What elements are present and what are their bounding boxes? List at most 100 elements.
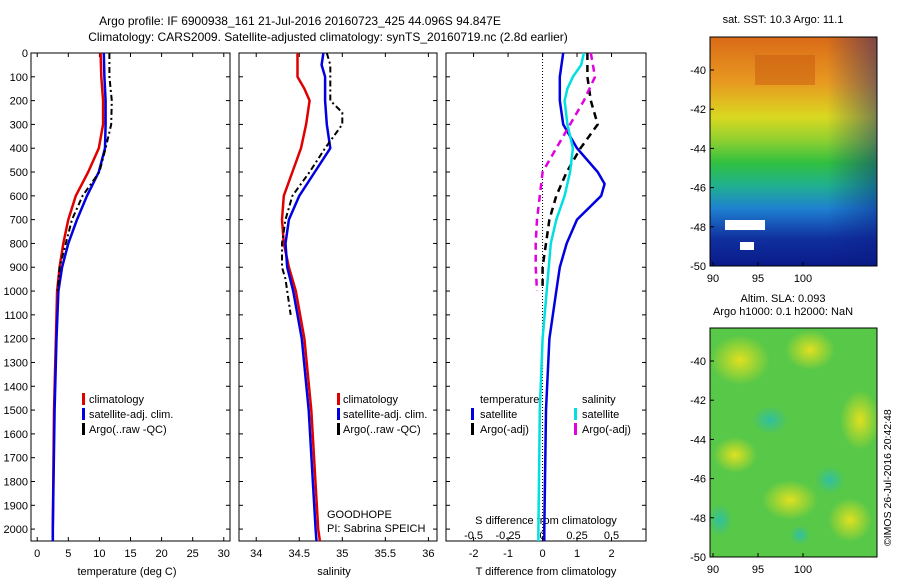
depth-tick-label: 1300 <box>4 357 28 369</box>
depth-tick-label: 1000 <box>4 286 28 298</box>
diff-legend: temperature salinity satellite Argo(-adj… <box>471 394 631 436</box>
depth-tick-label: 800 <box>10 238 28 250</box>
series-line-salinity-satellite <box>537 52 586 541</box>
depth-tick-label: 400 <box>10 143 28 155</box>
legend-swatch-climatology <box>337 393 340 405</box>
lat-tick-label: -40 <box>690 356 706 368</box>
x2-tick-label: -0.5 <box>464 530 483 542</box>
lat-tick-label: -48 <box>690 222 706 234</box>
x-tick-label: 0 <box>539 548 545 560</box>
x-tick-label: 0 <box>34 548 40 560</box>
figure-title-line1: Argo profile: IF 6900938_161 21-Jul-2016… <box>99 14 501 28</box>
lat-tick-label: -44 <box>690 143 706 155</box>
x2-tick-label: -0.25 <box>496 530 521 542</box>
series-line-salinity-argo-adj- <box>534 52 597 292</box>
legend-satellite-clim: satellite-adj. clim. <box>89 409 173 421</box>
depth-tick-label: 1700 <box>4 453 28 465</box>
sst-map <box>709 36 878 267</box>
x-tick-label: 5 <box>65 548 71 560</box>
lon-tick-label: 100 <box>794 564 812 576</box>
plot-frame <box>445 52 647 542</box>
depth-tick-label: 1800 <box>4 476 28 488</box>
depth-tick-label: 1500 <box>4 405 28 417</box>
legend-t-argo: Argo(-adj) <box>480 424 529 436</box>
legend-swatch-t-argo <box>471 423 474 435</box>
tdiff-xlabel: T difference from climatology <box>476 566 617 578</box>
lon-tick-label: 100 <box>794 273 812 285</box>
depth-tick-label: 100 <box>10 72 28 84</box>
temp-xlabel: temperature (deg C) <box>77 566 176 578</box>
sst-title: sat. SST: 10.3 Argo: 11.1 <box>723 14 844 26</box>
lat-tick-label: -46 <box>690 474 706 486</box>
x-tick-label: 1 <box>574 548 580 560</box>
depth-tick-label: 1600 <box>4 429 28 441</box>
legend-swatch-argo <box>337 423 340 435</box>
x-tick-label: -1 <box>503 548 513 560</box>
series-line-satellite-adj-clim- <box>51 52 107 541</box>
x-tick-label: 2 <box>608 548 614 560</box>
lon-tick-label: 90 <box>707 273 719 285</box>
depth-tick-label: 900 <box>10 262 28 274</box>
depth-tick-label: 300 <box>10 119 28 131</box>
sal-xlabel: salinity <box>317 566 351 578</box>
series-line-argo-raw-qc- <box>281 52 344 316</box>
depth-tick-label: 600 <box>10 191 28 203</box>
sal-legend: climatology satellite-adj. clim. Argo(..… <box>337 393 427 436</box>
legend-satellite-clim: satellite-adj. clim. <box>343 409 427 421</box>
x-tick-label: 20 <box>155 548 167 560</box>
sla-map <box>708 327 880 558</box>
x-tick-label: 35 <box>336 548 348 560</box>
lat-tick-label: -46 <box>690 183 706 195</box>
lat-tick-label: -40 <box>690 65 706 77</box>
x-tick-label: 35.5 <box>375 548 396 560</box>
legend-swatch-s-argo <box>574 423 577 435</box>
legend-s-satellite: satellite <box>582 409 619 421</box>
series-line-satellite-adj-clim- <box>284 52 332 542</box>
legend-argo: Argo(..raw -QC) <box>89 424 167 436</box>
legend-temperature-header: temperature <box>480 394 539 406</box>
x-tick-label: 10 <box>93 548 105 560</box>
x-tick-label: 30 <box>218 548 230 560</box>
depth-tick-label: 1100 <box>4 310 28 322</box>
legend-swatch-satellite <box>337 408 340 420</box>
legend-argo: Argo(..raw -QC) <box>343 424 421 436</box>
x-tick-label: 36 <box>422 548 434 560</box>
x-tick-label: 15 <box>124 548 136 560</box>
lon-tick-label: 95 <box>752 273 764 285</box>
lat-tick-label: -50 <box>690 552 706 564</box>
credit-label: ©IMOS 26-Jul-2016 20:42:48 <box>882 409 894 546</box>
lat-tick-label: -42 <box>690 395 706 407</box>
lat-tick-label: -42 <box>690 104 706 116</box>
depth-tick-label: 1200 <box>4 334 28 346</box>
legend-climatology: climatology <box>89 394 145 406</box>
x2-tick-label: 0.25 <box>566 530 587 542</box>
depth-tick-label: 500 <box>10 167 28 179</box>
legend-salinity-header: salinity <box>582 394 616 406</box>
x-tick-label: 34.5 <box>289 548 310 560</box>
legend-swatch-s-satellite <box>574 408 577 420</box>
sla-title-line2: Argo h1000: 0.1 h2000: NaN <box>713 306 853 318</box>
plot-frame <box>238 52 438 542</box>
x-tick-label: -2 <box>469 548 479 560</box>
legend-swatch-satellite <box>82 408 85 420</box>
project-label: GOODHOPE <box>327 509 392 521</box>
plot-frame <box>30 52 231 542</box>
lon-tick-label: 90 <box>707 564 719 576</box>
lon-tick-label: 95 <box>752 564 764 576</box>
pi-label: PI: Sabrina SPEICH <box>327 523 425 535</box>
series-line-climatology <box>280 53 322 542</box>
lat-tick-label: -50 <box>690 261 706 273</box>
sla-title-line1: Altim. SLA: 0.093 <box>741 293 826 305</box>
x-tick-label: 34 <box>250 548 262 560</box>
series-line-temperature-argo-adj- <box>541 53 599 291</box>
legend-swatch-climatology <box>82 393 85 405</box>
depth-tick-label: 1900 <box>4 500 28 512</box>
temp-legend: climatology satellite-adj. clim. Argo(..… <box>82 393 173 436</box>
x2-tick-label: 0.5 <box>604 530 619 542</box>
legend-swatch-argo <box>82 423 85 435</box>
depth-tick-label: 200 <box>10 96 28 108</box>
depth-tick-label: 0 <box>22 48 28 60</box>
depth-tick-label: 1400 <box>4 381 28 393</box>
legend-s-argo: Argo(-adj) <box>582 424 631 436</box>
